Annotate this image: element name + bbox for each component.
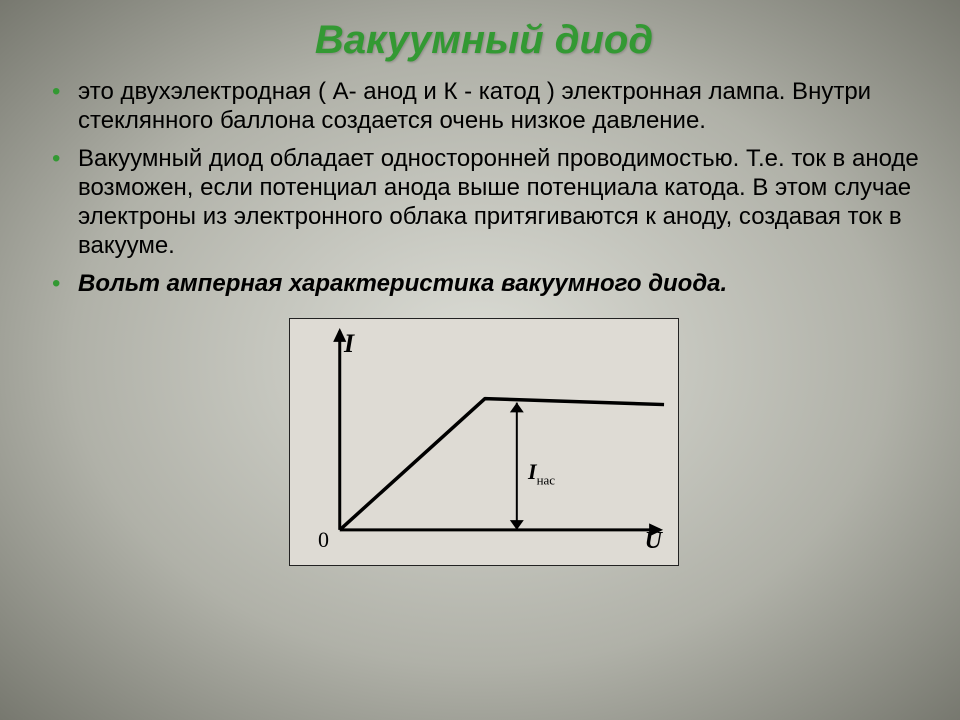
chart-container: I U 0 Iнас: [48, 318, 920, 566]
bullet-text: Вольт амперная характеристика вакуумного…: [78, 270, 727, 297]
y-axis-label: I: [344, 329, 354, 359]
bullet-text: Вакуумный диод обладает односторонней пр…: [78, 145, 919, 260]
iv-characteristic-chart: I U 0 Iнас: [289, 318, 679, 566]
saturation-subscript: нас: [537, 472, 556, 487]
saturation-label: Iнас: [528, 459, 555, 488]
bullet-list: это двухэлектродная ( А- анод и К - като…: [48, 77, 920, 298]
x-axis-label: U: [645, 528, 662, 555]
list-item: Вакуумный диод обладает односторонней пр…: [48, 144, 920, 261]
list-item: это двухэлектродная ( А- анод и К - като…: [48, 77, 920, 136]
saturation-symbol: I: [528, 459, 537, 484]
bullet-text: это двухэлектродная ( А- анод и К - като…: [78, 78, 871, 134]
slide-title: Вакуумный диод: [48, 18, 920, 63]
list-item: Вольт амперная характеристика вакуумного…: [48, 269, 920, 298]
origin-label: 0: [318, 527, 329, 553]
